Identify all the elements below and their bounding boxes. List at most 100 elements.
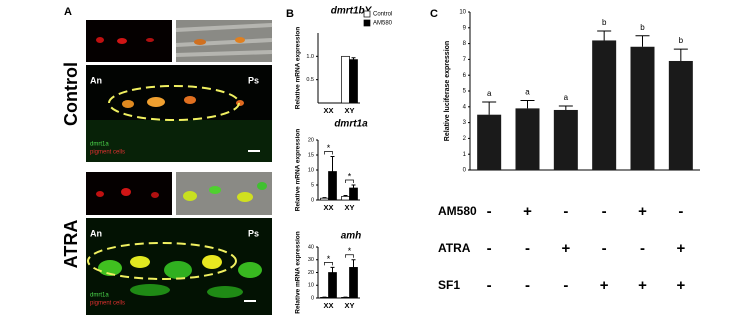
panel-label: B [286, 8, 294, 20]
bar [349, 267, 358, 299]
y-tick-label: 3 [463, 120, 467, 126]
treatment-label: AM580 [438, 204, 477, 218]
error-bar [351, 184, 356, 188]
error-bar [330, 156, 335, 172]
y-tick-label: 0 [311, 197, 314, 203]
treatment-sign: - [640, 240, 645, 257]
significance-mark: * [348, 246, 352, 256]
condition-label: ATRA [61, 220, 81, 269]
treatment-sign: + [638, 203, 647, 220]
anterior-label: An [90, 75, 102, 85]
condition-label: Control [61, 62, 81, 126]
y-tick-label: 7 [463, 57, 467, 63]
group-letter: a [487, 89, 492, 98]
y-tick-label: 15 [308, 152, 314, 158]
treatment-sign: + [676, 277, 685, 294]
treatment-sign: - [602, 203, 607, 220]
bar [477, 114, 502, 170]
stain-label: dmrt1a [90, 142, 109, 148]
atra-images: An Ps dmrt1a pigment cells [86, 172, 272, 315]
posterior-label: Ps [248, 228, 259, 238]
y-tick-label: 9 [463, 25, 467, 31]
y-tick-label: 1.0 [306, 54, 314, 60]
treatment-sign: + [638, 277, 647, 294]
x-tick-label: XY [344, 301, 354, 310]
treatment-sign: - [487, 203, 492, 220]
bar [349, 59, 358, 104]
bar [515, 108, 540, 170]
bar [668, 60, 693, 171]
control-images: An Ps dmrt1a pigment cells [86, 20, 273, 162]
error-bar [343, 195, 348, 197]
significance-mark: * [327, 143, 331, 153]
y-tick-label: 6 [463, 73, 467, 79]
x-tick-label: XX [323, 106, 333, 115]
y-tick-label: 8 [463, 41, 467, 47]
x-tick-label: XX [323, 301, 333, 310]
x-tick-label: XY [344, 203, 354, 212]
error-bar [597, 30, 612, 41]
treatment-sign: - [487, 240, 492, 257]
x-tick-label: XX [323, 203, 333, 212]
error-bar [322, 197, 327, 199]
y-tick-label: 20 [308, 270, 314, 276]
treatment-sign: - [678, 203, 683, 220]
treatment-sign: - [525, 240, 530, 257]
chart-title: dmrt1a [334, 119, 368, 130]
significance-bracket [324, 151, 333, 155]
error-bar [673, 48, 688, 61]
stain-label: pigment cells [90, 301, 125, 307]
y-tick-label: 5 [311, 182, 314, 188]
y-tick-label: 1 [463, 152, 467, 158]
error-bar [635, 35, 650, 47]
bar [328, 272, 337, 299]
y-tick-label: 0.5 [306, 77, 314, 83]
bar [341, 196, 350, 201]
error-bar [330, 266, 335, 273]
bar [341, 55, 350, 104]
bar [320, 197, 329, 201]
y-axis-label: Relative mRNA expression [295, 129, 302, 212]
y-tick-label: 0 [311, 295, 314, 301]
treatment-sign: - [563, 277, 568, 294]
group-letter: b [679, 36, 684, 45]
panel-label: C [430, 8, 438, 20]
bar [630, 46, 655, 171]
y-tick-label: 0 [463, 168, 467, 174]
y-axis-label: Relative mRNA expression [295, 231, 302, 314]
group-letter: a [525, 88, 530, 97]
error-bar [351, 259, 356, 268]
y-tick-label: 10 [308, 283, 314, 289]
y-tick-label: 20 [308, 137, 314, 143]
treatment-label: SF1 [438, 278, 460, 292]
significance-bracket [324, 262, 333, 266]
error-bar [558, 105, 573, 110]
treatment-sign: + [523, 203, 532, 220]
error-bar [520, 99, 535, 109]
y-tick-label: 2 [463, 136, 467, 142]
y-tick-label: 30 [308, 257, 314, 263]
error-bar [482, 101, 497, 115]
anterior-label: An [90, 228, 102, 238]
error-bar [351, 57, 356, 60]
stain-label: dmrt1a [90, 293, 109, 299]
legend-label: AM580 [373, 21, 393, 27]
legend-swatch [363, 10, 371, 18]
y-axis-label: Relative luciferase expression [444, 41, 451, 141]
treatment-sign: + [676, 240, 685, 257]
y-tick-label: 40 [308, 244, 314, 250]
legend-label: Control [373, 12, 392, 18]
significance-bracket [345, 254, 354, 258]
group-letter: b [602, 18, 607, 27]
bar [349, 187, 358, 201]
panel-label: A [64, 6, 72, 18]
posterior-label: Ps [248, 75, 259, 85]
x-tick-label: XY [344, 106, 354, 115]
y-tick-label: 5 [463, 89, 467, 95]
y-tick-label: 4 [463, 104, 467, 110]
group-letter: b [640, 23, 645, 32]
treatment-sign: - [487, 277, 492, 294]
bar [592, 40, 617, 170]
treatment-sign: + [600, 277, 609, 294]
